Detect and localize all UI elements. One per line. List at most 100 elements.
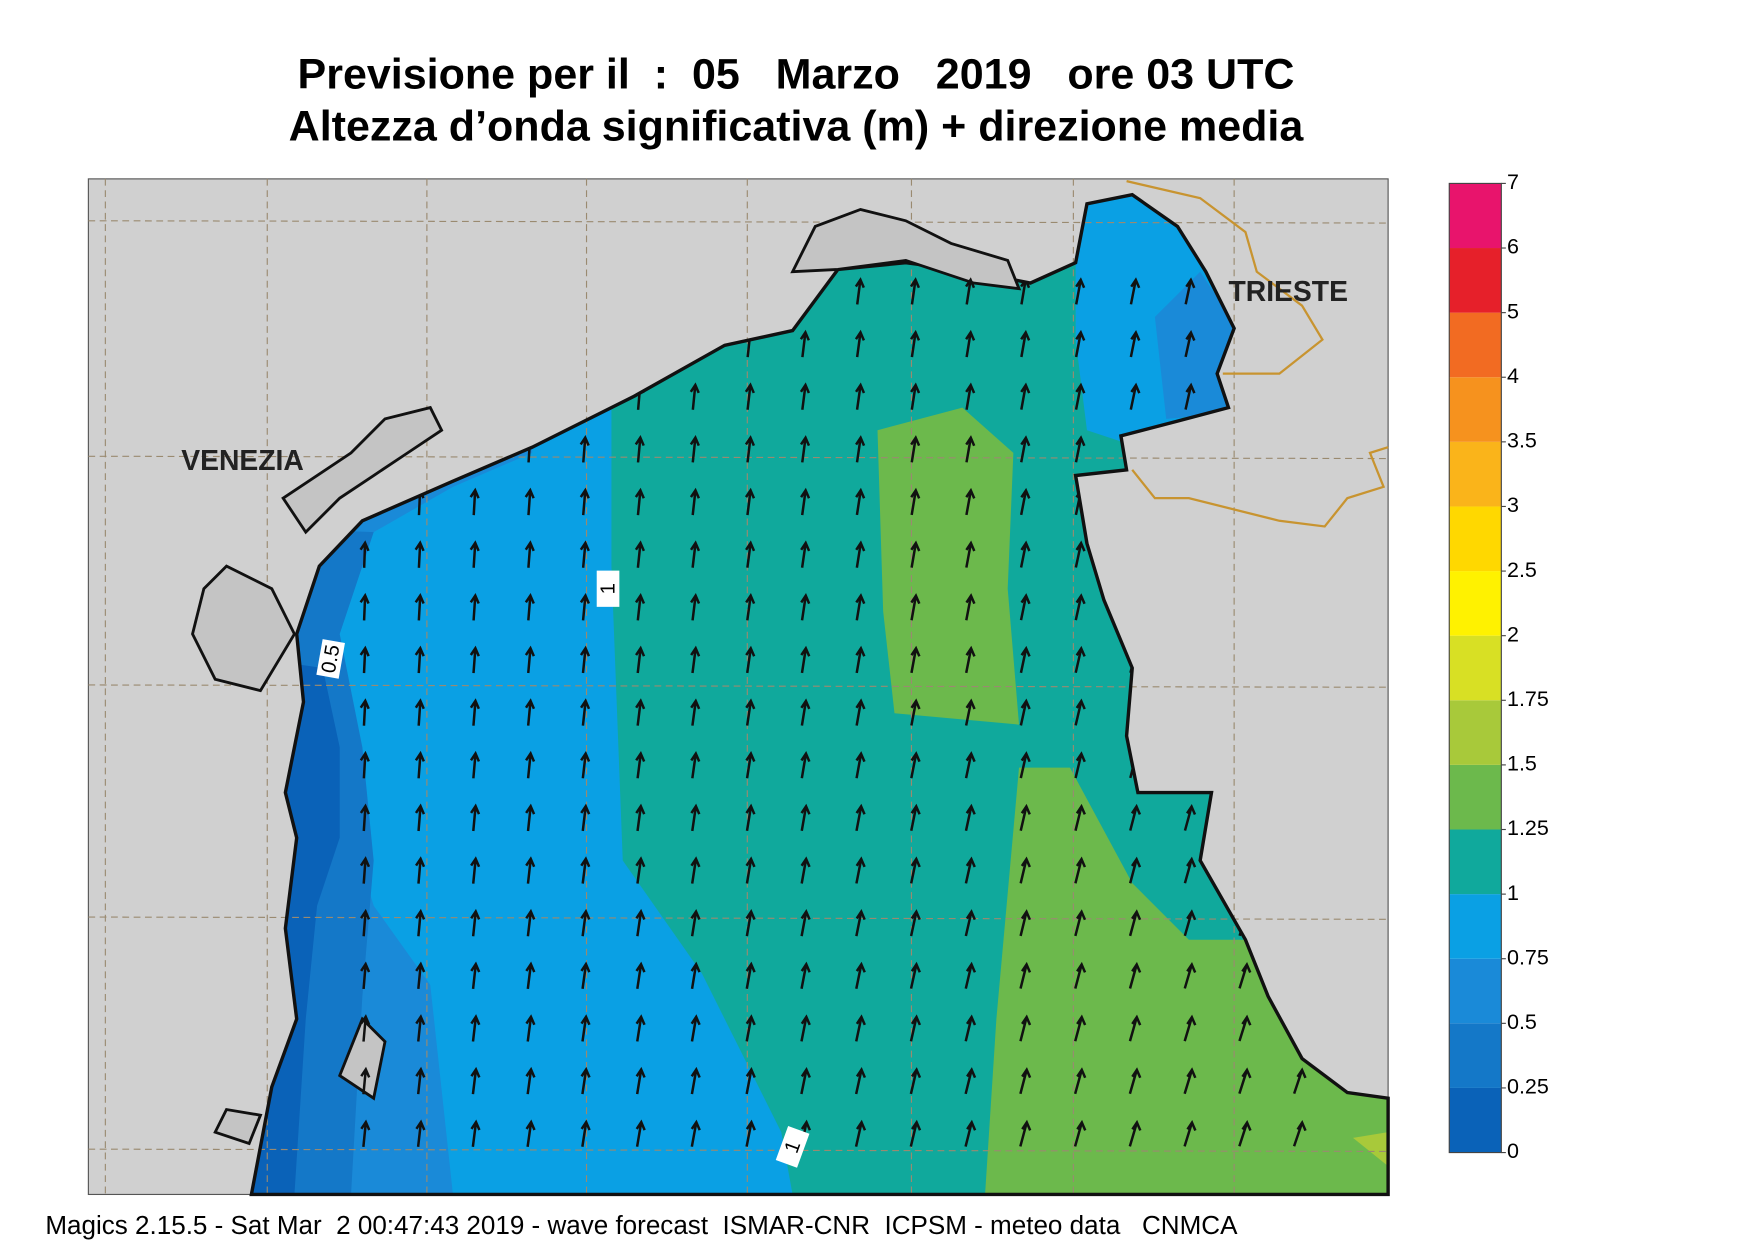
arrow <box>800 540 811 568</box>
arrow <box>635 750 646 779</box>
arrow <box>1074 909 1087 937</box>
arrow <box>1074 698 1086 726</box>
arrow <box>909 1119 922 1147</box>
arrow <box>524 540 535 568</box>
arrow <box>524 645 535 674</box>
contour-label: 1 <box>596 570 620 607</box>
colorbar-label: 2 <box>1507 622 1519 646</box>
arrow <box>469 487 480 516</box>
arrow <box>965 487 976 516</box>
arrow <box>1019 487 1031 516</box>
arrow <box>854 1067 867 1095</box>
arrow <box>580 1066 591 1095</box>
colorbar-band <box>1449 894 1502 959</box>
arrow <box>1128 1014 1142 1042</box>
arrow <box>855 961 866 989</box>
arrow <box>910 487 921 516</box>
arrow <box>854 277 865 305</box>
arrow <box>799 329 810 358</box>
contour-label-text: 1 <box>598 583 620 594</box>
contour-label-text: 0.5 <box>318 643 345 675</box>
arrow <box>634 435 645 463</box>
colorbar-label: 0.75 <box>1507 945 1549 969</box>
arrow <box>635 645 646 674</box>
contour-label: 1 <box>775 1126 810 1168</box>
graticule <box>88 178 1389 1195</box>
arrow <box>1019 698 1031 726</box>
arrow <box>799 435 811 463</box>
arrow <box>690 645 701 674</box>
arrow <box>1129 803 1142 831</box>
arrow <box>690 698 701 726</box>
arrow <box>744 435 756 463</box>
arrow <box>800 803 811 832</box>
arrow <box>964 1119 977 1147</box>
arrow <box>579 592 590 621</box>
colorbar-label: 1.75 <box>1507 687 1549 711</box>
field-1.25-1.5-north <box>877 407 1020 725</box>
arrow <box>744 487 756 516</box>
colorbar-band <box>1449 571 1502 636</box>
arrow <box>965 329 976 358</box>
colorbar: 0 0.25 0.5 0.75 1 1.25 1.5 1.75 2 2.5 3 3.5 4 5 6 7 <box>1448 170 1549 1163</box>
arrow <box>1183 1067 1197 1095</box>
arrow <box>1074 329 1086 358</box>
arrow <box>580 803 591 832</box>
arrow <box>965 435 976 463</box>
arrow <box>1292 1120 1307 1147</box>
contour-label-box <box>316 639 345 679</box>
arrow <box>855 435 866 463</box>
arrow <box>414 698 425 726</box>
arrow <box>1074 856 1087 884</box>
arrow <box>635 1014 646 1042</box>
arrow <box>854 329 866 358</box>
arrow <box>1128 909 1142 937</box>
arrow <box>470 1119 481 1147</box>
colorbar-label: 6 <box>1507 235 1519 259</box>
arrow <box>855 803 866 832</box>
arrow <box>1019 1119 1032 1147</box>
colorbar-band <box>1449 248 1502 313</box>
arrow <box>855 540 866 568</box>
arrow <box>469 645 480 674</box>
arrow <box>800 856 811 884</box>
arrow <box>1074 277 1086 305</box>
arrow <box>690 803 701 832</box>
arrow <box>745 593 756 621</box>
arrow <box>579 435 590 463</box>
arrow <box>635 908 646 937</box>
arrow <box>359 803 370 832</box>
arrow <box>359 750 370 779</box>
arrow <box>1183 856 1197 884</box>
arrow <box>745 803 756 832</box>
arrow <box>359 698 370 726</box>
arrow <box>689 487 701 516</box>
colorbar-label: 1 <box>1507 881 1519 905</box>
arrow <box>1238 961 1252 989</box>
colorbar-label: 5 <box>1507 299 1519 323</box>
arrow <box>470 803 481 832</box>
arrow <box>1019 1067 1032 1095</box>
contour-label-box <box>775 1126 810 1168</box>
arrow <box>800 645 811 674</box>
arrow <box>1019 909 1032 937</box>
arrow <box>469 540 480 568</box>
colorbar-label: 1.5 <box>1507 752 1537 776</box>
arrow <box>745 540 756 568</box>
city-label: TRIESTE <box>1228 275 1348 307</box>
contour-label-box <box>596 570 620 607</box>
arrow <box>1183 803 1197 831</box>
arrow <box>909 961 921 989</box>
arrow <box>525 856 536 884</box>
arrow <box>1020 382 1031 410</box>
colorbar-band <box>1449 312 1502 378</box>
arrow <box>800 1014 811 1042</box>
arrow <box>635 1066 646 1095</box>
arrow <box>359 592 370 621</box>
colorbar-label: 3.5 <box>1507 429 1537 453</box>
arrow <box>359 856 371 884</box>
arrow <box>689 382 700 410</box>
colorbar-band <box>1449 1087 1502 1153</box>
arrow <box>690 908 701 937</box>
arrow <box>579 645 591 674</box>
